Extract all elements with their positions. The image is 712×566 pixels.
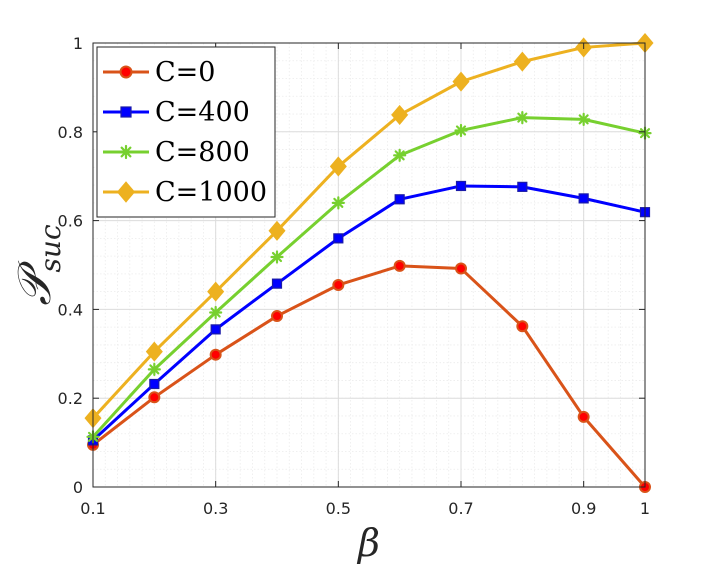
data-point	[391, 104, 409, 125]
y-tick-label: 0.2	[58, 389, 83, 408]
data-point	[394, 194, 405, 205]
legend-label: C=1000	[155, 177, 267, 208]
x-tick-label: 1	[640, 499, 650, 518]
legend-label: C=800	[155, 137, 250, 168]
data-point	[270, 250, 284, 264]
legend-marker	[119, 65, 133, 79]
series-line-2	[91, 184, 646, 442]
y-tick-label: 1	[73, 34, 83, 53]
y-tick-label: 0	[73, 478, 83, 497]
legend-label: C=400	[155, 97, 250, 128]
data-point	[268, 220, 286, 241]
y-tick-label: 0.6	[58, 212, 83, 231]
y-axis-title-subscript: suc	[34, 224, 67, 272]
x-tick-label: 0.1	[80, 499, 105, 518]
series-line-3	[91, 116, 646, 438]
data-point	[149, 378, 160, 390]
y-axis-ticks: 0 0.2 0.4 0.6 0.8 1	[58, 34, 645, 497]
data-point	[271, 278, 283, 289]
x-axis-title: β	[356, 521, 380, 565]
data-point	[271, 310, 283, 323]
legend-label: C=0	[155, 57, 215, 88]
data-point	[147, 362, 161, 376]
data-point	[332, 278, 345, 291]
y-tick-label: 0.4	[58, 300, 83, 319]
legend-marker	[118, 144, 134, 160]
legend: C=0 C=400 C=800 C=1000	[96, 46, 276, 218]
data-point	[516, 320, 529, 333]
series-line-1	[92, 264, 647, 488]
data-point	[454, 123, 468, 138]
plot-frame	[92, 42, 646, 488]
data-point	[515, 110, 529, 125]
series-line-4	[91, 41, 646, 420]
data-point	[209, 348, 222, 361]
data-point	[329, 156, 347, 177]
x-axis-ticks: 0.1 0.3 0.5 0.7 0.9 1	[80, 43, 650, 518]
series-layer	[84, 32, 654, 493]
data-point	[577, 112, 591, 126]
data-point	[333, 233, 344, 244]
y-axis-title: 𝒫suc	[7, 224, 67, 306]
data-point	[455, 262, 467, 275]
data-point	[393, 148, 407, 162]
x-tick-label: 0.5	[326, 499, 351, 518]
y-tick-label: 0.8	[58, 123, 83, 142]
data-point	[452, 71, 470, 92]
data-point	[209, 305, 223, 320]
data-point	[210, 324, 221, 335]
data-point	[207, 281, 225, 302]
legend-marker	[116, 181, 136, 203]
data-point	[145, 341, 163, 362]
x-tick-label: 0.3	[203, 499, 228, 518]
data-point	[148, 391, 161, 404]
data-point	[393, 259, 406, 272]
data-point	[331, 196, 345, 210]
data-point	[578, 193, 589, 204]
legend-marker	[120, 106, 132, 118]
x-tick-label: 0.9	[571, 499, 596, 518]
data-point	[517, 181, 528, 192]
x-tick-label: 0.7	[448, 499, 473, 518]
data-point	[455, 180, 467, 192]
data-point	[513, 51, 531, 72]
data-point	[577, 410, 590, 423]
